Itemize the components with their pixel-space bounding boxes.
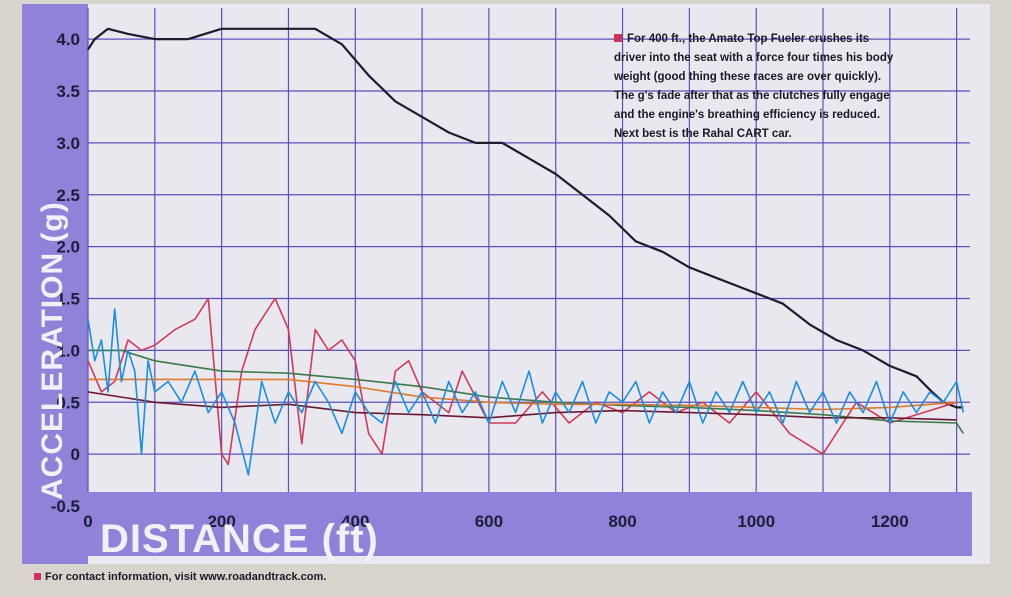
x-tick-labels: 0 200 400 600 800 1000 1200 (83, 512, 908, 531)
annotation-text: For 400 ft., the Amato Top Fueler crushe… (614, 33, 894, 140)
x-axis-band (22, 492, 972, 556)
series-line-6 (87, 308, 965, 476)
y-axis-band (22, 4, 88, 564)
x-tick-label: 600 (475, 512, 503, 531)
y-axis-label: ACCELERATION (g) (36, 201, 69, 500)
series-line-1 (87, 27, 964, 409)
y-tick-label: 0 (71, 445, 80, 464)
x-tick-label: 0 (83, 512, 92, 531)
x-tick-label: 1200 (871, 512, 909, 531)
y-tick-label: 4.0 (56, 30, 80, 49)
x-axis-label: DISTANCE (ft) (100, 517, 379, 561)
y-tick-label: 2.0 (56, 238, 80, 257)
series-line-2 (87, 297, 957, 466)
series-line-3 (88, 349, 964, 434)
y-tick-label: 1.0 (56, 341, 80, 360)
footer-text: For contact information, visit www.roada… (45, 571, 327, 583)
x-tick-label: 200 (207, 512, 235, 531)
y-tick-label: 0.5 (56, 393, 80, 412)
y-tick-label: 3.0 (56, 134, 80, 153)
y-tick-label: 1.5 (56, 290, 80, 309)
series-lines (87, 27, 965, 476)
y-tick-labels: -0.5 0 0.5 1.0 1.5 2.0 2.5 3.0 3.5 4.0 (51, 30, 80, 516)
x-tick-label: 1000 (737, 512, 775, 531)
footer-bullet-icon (34, 573, 41, 580)
chart-panel (22, 4, 990, 564)
series-line-5 (87, 391, 957, 421)
y-tick-label: 3.5 (56, 82, 80, 101)
y-tick-label: 2.5 (56, 186, 80, 205)
footer: For contact information, visit www.roada… (34, 571, 326, 583)
x-tick-label: 400 (341, 512, 369, 531)
y-tick-label: -0.5 (51, 497, 80, 516)
x-tick-label: 800 (608, 512, 636, 531)
annotation-box: For 400 ft., the Amato Top Fueler crushe… (614, 30, 894, 144)
annotation-bullet-icon (614, 34, 622, 42)
